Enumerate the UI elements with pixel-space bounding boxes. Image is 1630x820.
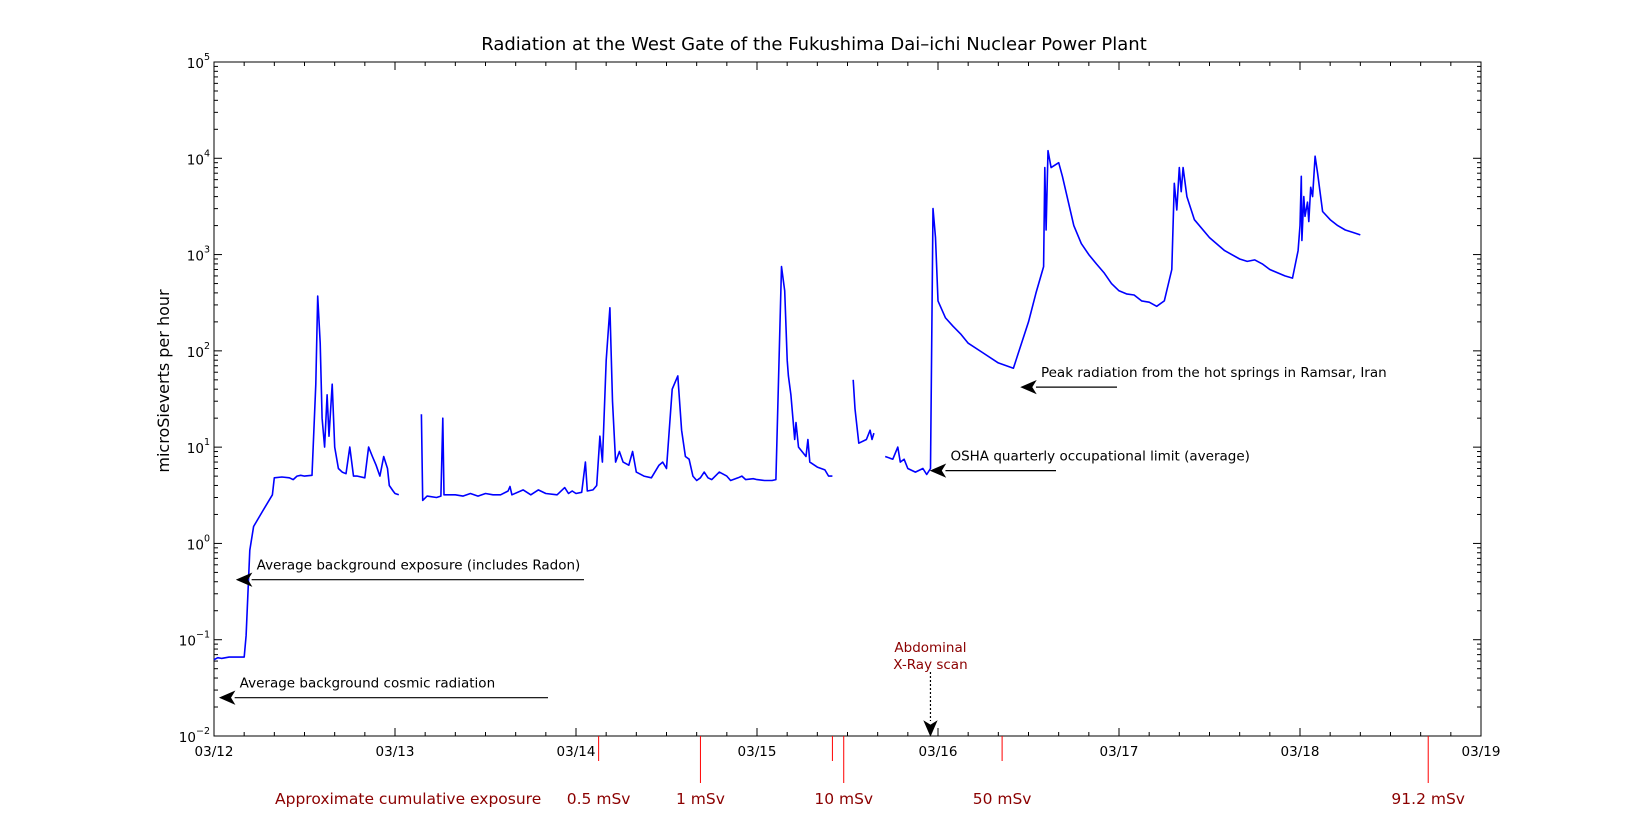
y-tick-label: 104: [187, 148, 210, 168]
y-tick-label: 100: [187, 533, 210, 553]
x-tick-label: 03/13: [376, 744, 415, 760]
exposure-marker-label: 0.5 mSv: [567, 790, 631, 808]
plot-area: 10−2 10−1 100 101 102 103 104 105 03/12 03/13 03/1…: [179, 52, 1501, 808]
annotation-label: OSHA quarterly occupational limit (avera…: [950, 449, 1249, 465]
series-line-segment: [213, 295, 400, 661]
annotation-label: Average background exposure (includes Ra…: [257, 558, 581, 574]
y-tick-label: 10−1: [179, 630, 210, 650]
y-tick-label: 103: [187, 245, 210, 265]
exposure-marker-label: 1 mSv: [676, 790, 725, 808]
annotation-arrow-head: [235, 572, 253, 587]
exposure-marker-label: 91.2 mSv: [1391, 790, 1465, 808]
x-tick-label: 03/18: [1281, 744, 1320, 760]
annotation-label: Abdominal: [894, 640, 966, 656]
exposure-marker-label: 50 mSv: [973, 790, 1032, 808]
x-tick-label: 03/15: [738, 744, 777, 760]
y-tick-label: 101: [187, 437, 210, 457]
annotation-arrow: [1020, 379, 1117, 395]
annotation-label: Peak radiation from the hot springs in R…: [1041, 365, 1387, 381]
plot-frame: [213, 61, 1482, 737]
y-tick-label: 105: [187, 52, 210, 72]
annotation-arrow: [923, 672, 938, 737]
annotation-arrow-head: [929, 463, 947, 478]
annotation-arrow-head: [218, 690, 236, 705]
annotation-arrow: [929, 463, 1056, 478]
annotation-arrow: [235, 572, 584, 587]
annotation-arrow: [218, 690, 548, 705]
annotation-label: Average background cosmic radiation: [240, 676, 495, 692]
series-line-segment: [852, 379, 875, 445]
x-tick-label: 03/16: [919, 744, 958, 760]
series-line-segment: [884, 149, 1361, 476]
x-tick-label: 03/17: [1100, 744, 1139, 760]
x-tick-label: 03/12: [195, 744, 234, 760]
chart-title: Radiation at the West Gate of the Fukush…: [481, 34, 1147, 55]
series-line-segment: [420, 265, 833, 502]
y-axis-label: microSieverts per hour: [154, 289, 173, 473]
annotation-arrow-head: [923, 720, 938, 737]
annotation-label: X-Ray scan: [893, 657, 967, 673]
cumulative-exposure-label: Approximate cumulative exposure: [275, 790, 541, 808]
annotation-arrow-head: [1020, 379, 1037, 395]
x-tick-label: 03/14: [557, 744, 596, 760]
y-tick-label: 102: [187, 341, 210, 361]
x-tick-label: 03/19: [1462, 744, 1501, 760]
y-tick-label: 10−2: [179, 726, 210, 746]
exposure-marker-label: 10 mSv: [814, 790, 873, 808]
